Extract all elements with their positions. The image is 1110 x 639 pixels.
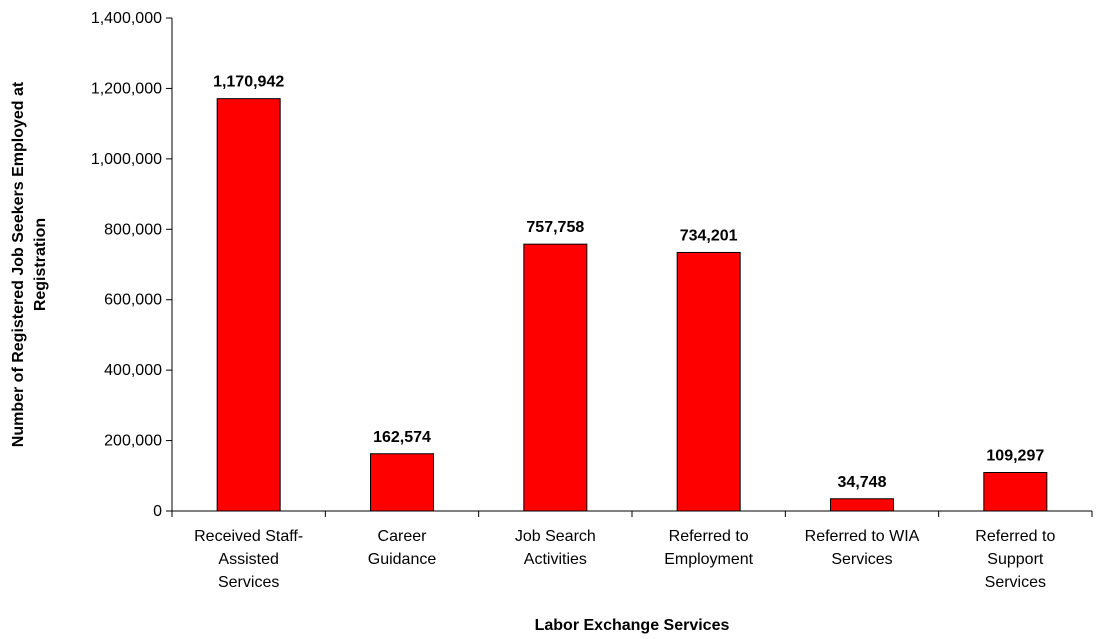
x-tick-label: Referred to [975, 528, 1055, 545]
y-tick-label: 0 [153, 503, 162, 520]
data-label: 734,201 [680, 227, 738, 244]
y-tick-label: 800,000 [104, 221, 162, 238]
x-tick-label: Services [831, 551, 892, 568]
x-tick-label: Employment [664, 551, 753, 568]
bar [983, 472, 1048, 512]
data-label: 757,758 [526, 219, 584, 236]
y-axis-title: Registration [32, 218, 49, 311]
y-tick-label: 1,400,000 [91, 10, 162, 27]
y-tick-label: 1,000,000 [91, 151, 162, 168]
x-tick-label: Support [987, 551, 1044, 568]
y-tick-label: 600,000 [104, 292, 162, 309]
x-tick-label: Activities [524, 551, 587, 568]
x-axis-title: Labor Exchange Services [535, 617, 730, 634]
data-label: 109,297 [986, 448, 1044, 465]
x-tick-label: Referred to WIA [805, 528, 920, 545]
y-tick-label: 1,200,000 [91, 80, 162, 97]
x-tick-label: Referred to [669, 528, 749, 545]
x-tick-label: Services [218, 574, 279, 591]
x-tick-label: Career [378, 528, 428, 545]
data-label: 1,170,942 [213, 74, 284, 91]
x-tick-label: Received Staff- [194, 528, 303, 545]
bar [216, 98, 281, 512]
bar [676, 251, 741, 512]
x-tick-label: Job Search [515, 528, 596, 545]
bar [523, 243, 588, 512]
x-tick-label: Services [985, 574, 1046, 591]
data-label: 34,748 [838, 474, 887, 491]
x-tick-label: Assisted [218, 551, 278, 568]
x-tick-label: Guidance [368, 551, 437, 568]
bar [830, 498, 894, 512]
data-label: 162,574 [373, 429, 431, 446]
y-axis-title: Number of Registered Job Seekers Employe… [10, 81, 27, 447]
y-tick-label: 400,000 [104, 362, 162, 379]
y-tick-label: 200,000 [104, 433, 162, 450]
bar [370, 453, 434, 512]
